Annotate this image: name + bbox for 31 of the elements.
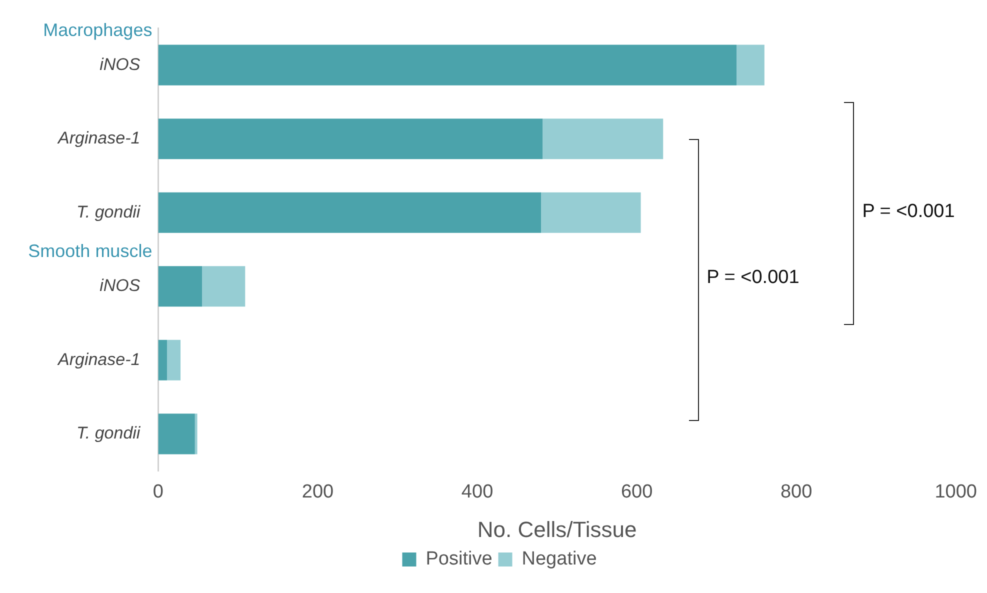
- annotation: P = <0.001: [862, 200, 955, 223]
- bar: [542, 118, 664, 160]
- x-tick-label: 800: [780, 481, 812, 502]
- bar: [194, 414, 198, 454]
- bar: [202, 266, 246, 307]
- y-tick-label: T. gondii: [76, 424, 142, 443]
- y-tick-label: iNOS: [100, 54, 141, 74]
- legend-label: Positive: [426, 548, 492, 570]
- bar: [158, 192, 542, 233]
- x-tick-label: 0: [152, 481, 164, 502]
- bar: [158, 414, 195, 454]
- x-axis-title: No. Cells/Tissue: [477, 516, 637, 542]
- y-tick-label: Arginase-1: [56, 128, 140, 148]
- y-tick-label: T. gondii: [76, 202, 142, 222]
- bar: [158, 266, 202, 307]
- annotation: P = <0.001: [706, 267, 800, 289]
- bar: [541, 192, 641, 233]
- x-tick-label: 600: [620, 481, 653, 502]
- bar: [166, 340, 181, 380]
- text: Macrophages: [43, 20, 152, 41]
- bar: [158, 44, 737, 86]
- legend-label: Negative: [522, 548, 597, 570]
- x-tick-label: 200: [302, 481, 334, 502]
- y-tick-label: Arginase-1: [56, 350, 140, 369]
- bar: [736, 44, 764, 86]
- bar: [158, 340, 167, 380]
- text: Smooth muscle: [28, 241, 152, 262]
- x-tick-label: 1000: [934, 481, 978, 502]
- bar: [158, 118, 543, 160]
- x-tick-label: 400: [461, 481, 494, 502]
- y-tick-label: iNOS: [100, 276, 141, 296]
